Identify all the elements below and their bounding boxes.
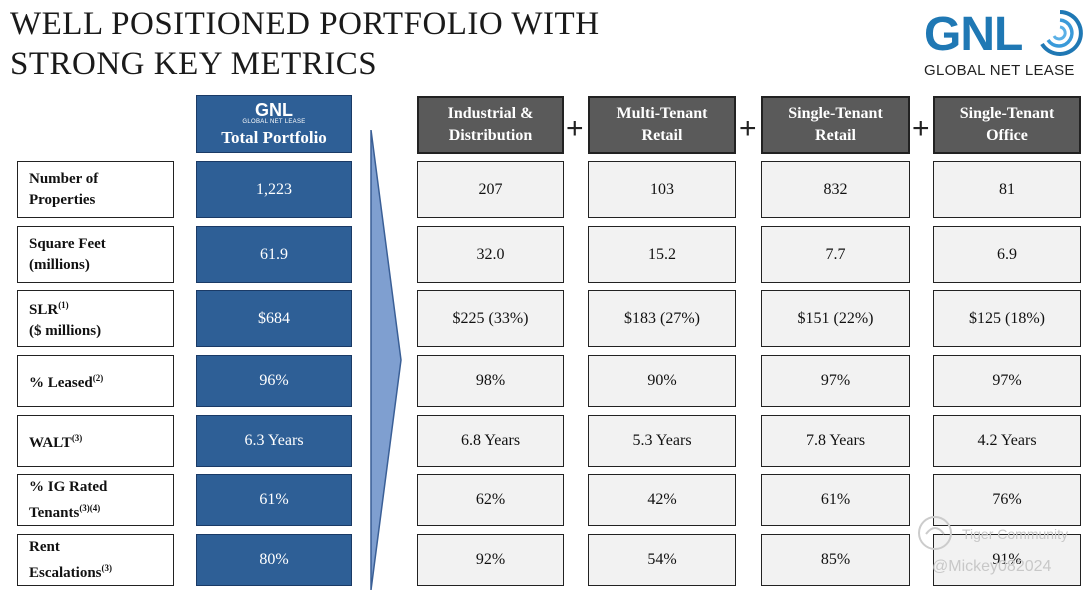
row-label-text: WALT — [29, 435, 72, 451]
row-label-text: ($ millions) — [29, 323, 102, 339]
footnote-ref: (3) — [101, 562, 113, 573]
total-portfolio-header: GNL GLOBAL NET LEASE Total Portfolio — [196, 95, 352, 153]
industrial-cell-walt: 6.8 Years — [417, 415, 564, 467]
tp-cell-leased: 96% — [196, 355, 352, 407]
st-office-cell-rent-escalations: 91% — [933, 534, 1081, 586]
industrial-cell-leased: 98% — [417, 355, 564, 407]
mt-retail-cell-properties: 103 — [588, 161, 736, 218]
st-office-cell-leased: 97% — [933, 355, 1081, 407]
row-label-leased: % Leased(2) — [17, 355, 174, 407]
st-office-cell-walt: 4.2 Years — [933, 415, 1081, 467]
row-label-text: % Leased — [29, 375, 93, 391]
total-portfolio-label: Total Portfolio — [221, 128, 327, 147]
row-label-text: Square Feet — [29, 235, 106, 252]
row-label-properties: Number of Properties — [17, 161, 174, 218]
segment-header-text: Single-Tenant — [788, 105, 883, 122]
segment-header-text: Distribution — [448, 127, 533, 144]
mt-retail-cell-rent-escalations: 54% — [588, 534, 736, 586]
gnl-swirl-icon — [1040, 10, 1083, 56]
segment-header-industrial: Industrial & Distribution — [417, 96, 564, 154]
footnote-ref: (2) — [92, 373, 104, 383]
page-title: WELL POSITIONED PORTFOLIO WITH STRONG KE… — [10, 4, 600, 84]
row-label-square-feet: Square Feet (millions) — [17, 226, 174, 283]
st-retail-cell-leased: 97% — [761, 355, 910, 407]
st-office-cell-square-feet: 6.9 — [933, 226, 1081, 283]
st-office-cell-properties: 81 — [933, 161, 1081, 218]
tp-cell-rent-escalations: 80% — [196, 534, 352, 586]
segment-header-text: Office — [986, 127, 1028, 144]
mt-retail-cell-walt: 5.3 Years — [588, 415, 736, 467]
row-label-text: SLR — [29, 302, 59, 318]
footnote-ref: (3)(4) — [79, 502, 101, 513]
logo-mark: GNL — [924, 8, 1023, 61]
segment-header-single-tenant-office: Single-Tenant Office — [933, 96, 1081, 154]
row-label-slr: SLR(1) ($ millions) — [17, 290, 174, 347]
segment-header-text: Retail — [641, 127, 683, 144]
industrial-cell-square-feet: 32.0 — [417, 226, 564, 283]
watermark-line1: Tiger Community — [962, 526, 1069, 542]
page-title-line1: WELL POSITIONED PORTFOLIO WITH — [10, 6, 600, 42]
row-label-text: Rent — [29, 538, 60, 555]
st-office-cell-slr: $125 (18%) — [933, 290, 1081, 347]
segment-header-single-tenant-retail: Single-Tenant Retail — [761, 96, 910, 154]
footnote-ref: (1) — [58, 300, 69, 310]
tp-cell-square-feet: 61.9 — [196, 226, 352, 283]
segment-header-text: Retail — [815, 127, 856, 144]
segment-header-text: Single-Tenant — [959, 105, 1055, 122]
row-label-text: (millions) — [29, 256, 90, 273]
mt-retail-cell-ig-rated: 42% — [588, 474, 736, 526]
row-label-rent-escalations: Rent Escalations(3) — [17, 534, 174, 586]
row-label-text: % IG Rated — [29, 478, 108, 495]
row-label-ig-rated: % IG Rated Tenants(3)(4) — [17, 474, 174, 526]
mt-retail-cell-square-feet: 15.2 — [588, 226, 736, 283]
st-retail-cell-rent-escalations: 85% — [761, 534, 910, 586]
mt-retail-cell-leased: 90% — [588, 355, 736, 407]
row-label-walt: WALT(3) — [17, 415, 174, 467]
mt-retail-cell-slr: $183 (27%) — [588, 290, 736, 347]
segment-header-multi-tenant-retail: Multi-Tenant Retail — [588, 96, 736, 154]
segment-header-text: Industrial & — [447, 105, 534, 122]
tiger-community-icon — [918, 516, 952, 550]
row-label-text: Tenants — [29, 504, 80, 521]
tp-cell-properties: 1,223 — [196, 161, 352, 218]
tp-cell-slr: $684 — [196, 290, 352, 347]
st-office-cell-ig-rated: 76% — [933, 474, 1081, 526]
st-retail-cell-ig-rated: 61% — [761, 474, 910, 526]
tp-cell-walt: 6.3 Years — [196, 415, 352, 467]
industrial-cell-slr: $225 (33%) — [417, 290, 564, 347]
segment-header-text: Multi-Tenant — [616, 105, 708, 122]
st-retail-cell-walt: 7.8 Years — [761, 415, 910, 467]
row-label-text: Escalations — [29, 564, 102, 581]
tp-logo-mark: GNL — [255, 100, 293, 120]
st-retail-cell-properties: 832 — [761, 161, 910, 218]
industrial-cell-properties: 207 — [417, 161, 564, 218]
page-title-line2: STRONG KEY METRICS — [10, 46, 378, 82]
row-label-text: Properties — [29, 191, 96, 208]
st-retail-cell-slr: $151 (22%) — [761, 290, 910, 347]
st-retail-cell-square-feet: 7.7 — [761, 226, 910, 283]
tp-cell-ig-rated: 61% — [196, 474, 352, 526]
industrial-cell-rent-escalations: 92% — [417, 534, 564, 586]
plus-sign: + — [739, 112, 757, 145]
plus-sign: + — [566, 112, 584, 145]
breakdown-arrow-icon — [370, 130, 402, 590]
tp-logo-sub: GLOBAL NET LEASE — [242, 119, 306, 125]
footnote-ref: (3) — [71, 433, 83, 443]
watermark-line2: @Mickey082024 — [932, 558, 1052, 575]
logo-subtitle: GLOBAL NET LEASE — [924, 62, 1075, 79]
watermark: Tiger Community @Mickey082024 — [912, 512, 1082, 582]
industrial-cell-ig-rated: 62% — [417, 474, 564, 526]
row-label-text: Number of — [29, 170, 99, 187]
gnl-logo: GNL GLOBAL NET LEASE — [922, 8, 1087, 84]
plus-sign: + — [912, 112, 930, 145]
